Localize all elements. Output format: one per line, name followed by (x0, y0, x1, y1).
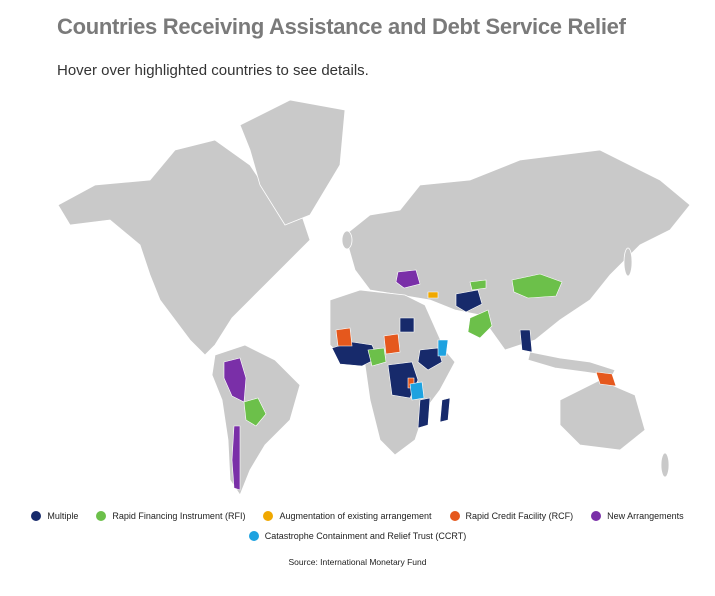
legend-item: Rapid Credit Facility (RCF) (449, 511, 574, 521)
legend-label: Augmentation of existing arrangement (279, 511, 432, 521)
nigeria[interactable] (367, 347, 387, 367)
legend-swatch (31, 511, 42, 521)
legend-swatch (591, 511, 602, 521)
afghanistan[interactable] (455, 289, 483, 313)
madagascar[interactable] (439, 397, 451, 423)
ethiopia[interactable] (417, 347, 443, 371)
ukraine[interactable] (395, 269, 421, 289)
legend-label: Multiple (47, 511, 79, 521)
legend-swatch (96, 511, 107, 521)
source: Source: International Monetary Fund (288, 557, 427, 567)
legend-row: Multiple Rapid Financing Instrument (RFI)… (0, 511, 715, 521)
chile[interactable] (231, 425, 241, 491)
mozambique[interactable] (417, 397, 431, 429)
legend-swatch (263, 511, 274, 521)
uk (341, 230, 353, 250)
legend-item: Multiple (31, 511, 78, 521)
subtitle: Hover over highlighted countries to see … (57, 62, 369, 79)
peru-colombia[interactable] (223, 357, 247, 403)
australia (559, 379, 646, 451)
legend-swatch (449, 511, 460, 521)
legend-item: Augmentation of existing arrangement (263, 511, 432, 521)
eurasia (344, 149, 691, 351)
legend-label: New Arrangements (607, 511, 684, 521)
legend-swatch (248, 531, 259, 541)
north-america (57, 139, 311, 356)
new-zealand (660, 452, 670, 478)
indonesia (527, 351, 616, 377)
somalia[interactable] (437, 339, 449, 357)
chad[interactable] (383, 333, 401, 355)
egypt[interactable] (399, 317, 415, 333)
myanmar[interactable] (519, 329, 533, 353)
kyrgyzstan[interactable] (469, 279, 487, 291)
legend-label: Catastrophe Containment and Relief Trust… (264, 531, 467, 541)
mali[interactable] (335, 327, 353, 347)
legend-item: New Arrangements (591, 511, 684, 521)
tanzania[interactable] (409, 381, 425, 401)
japan (623, 247, 633, 277)
legend-item: Rapid Financing Instrument (RFI) (96, 511, 245, 521)
legend-item: Catastrophe Containment and Relief Trust… (248, 531, 467, 541)
title: Countries Receiving Assistance and Debt … (57, 14, 626, 39)
png[interactable] (595, 371, 617, 387)
bolivia[interactable] (243, 397, 267, 427)
legend-label: Rapid Credit Facility (RCF) (465, 511, 574, 521)
pakistan[interactable] (467, 309, 493, 339)
legend-label: Rapid Financing Instrument (RFI) (112, 511, 246, 521)
greenland (239, 99, 346, 226)
world-map (57, 99, 691, 496)
legend-row: Catastrophe Containment and Relief Trust… (0, 531, 715, 541)
georgia[interactable] (427, 291, 439, 299)
mongolia[interactable] (511, 273, 563, 299)
